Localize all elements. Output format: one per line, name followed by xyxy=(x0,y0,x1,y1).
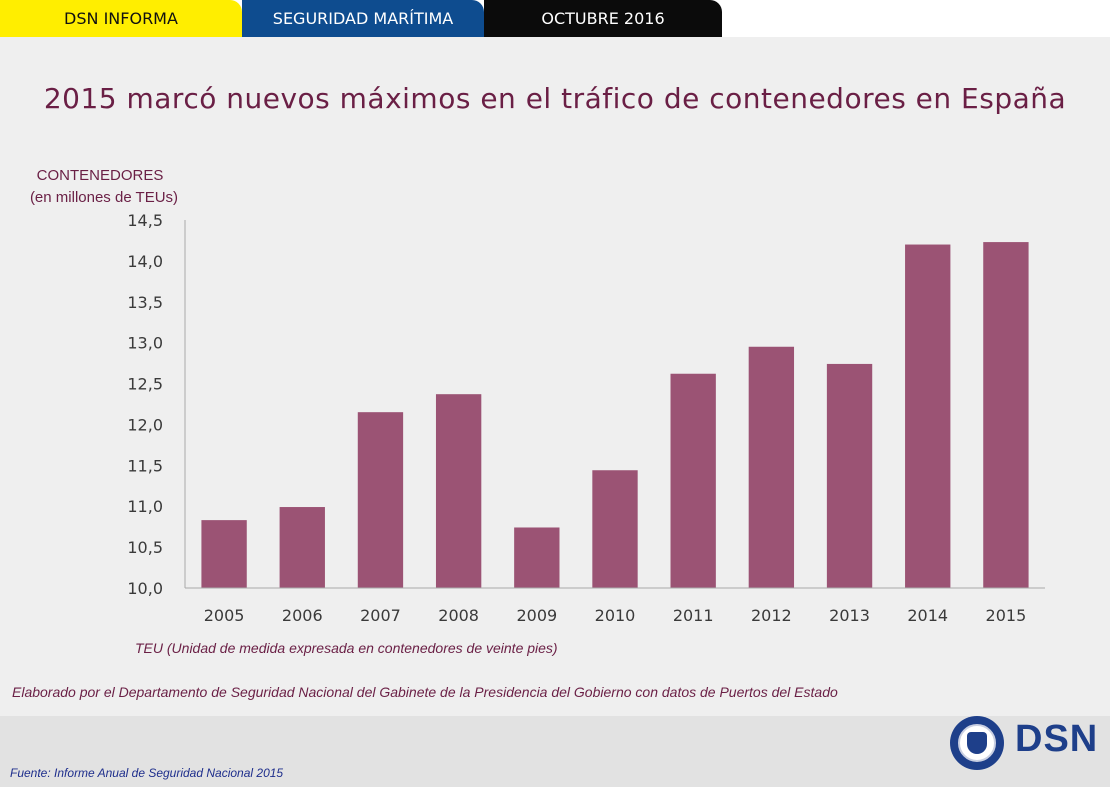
bar-2014 xyxy=(905,244,951,589)
source-prefix: Fuente: xyxy=(10,766,51,780)
x-tick-label-2012: 2012 xyxy=(751,606,792,625)
source-text: Informe Anual de Seguridad Nacional 2015 xyxy=(54,766,284,780)
bar-chart: CONTENEDORES (en millones de TEUs) 10,01… xyxy=(30,167,1045,625)
bar-2006 xyxy=(279,507,325,588)
y-axis-ticks: 10,0 10,5 11,0 11,5 12,0 12,5 13,0 13,5 14,0 14,5 xyxy=(127,211,163,598)
x-tick-label-2007: 2007 xyxy=(360,606,401,625)
y-tick-label: 12,0 xyxy=(127,415,163,434)
bar-2009 xyxy=(514,527,560,588)
bar-2015 xyxy=(983,242,1029,588)
tab-date: OCTUBRE 2016 xyxy=(484,0,722,37)
bars xyxy=(201,242,1029,589)
x-axis-ticks: 2005 2006 2007 2008 2009 2010 2011 2012 2013 2014… xyxy=(204,606,1027,625)
header-tabs: DSN INFORMA SEGURIDAD MARÍTIMA OCTUBRE 2… xyxy=(0,0,1110,37)
credit-note: Elaborado por el Departamento de Segurid… xyxy=(12,684,838,700)
x-tick-label-2011: 2011 xyxy=(673,606,714,625)
y-tick-label: 11,0 xyxy=(127,497,163,516)
y-tick-label: 13,0 xyxy=(127,334,163,353)
y-tick-label: 12,5 xyxy=(127,375,163,394)
x-tick-label-2010: 2010 xyxy=(595,606,636,625)
x-tick-label-2005: 2005 xyxy=(204,606,245,625)
bar-2010 xyxy=(592,470,638,588)
tab-dsn-informa: DSN INFORMA xyxy=(0,0,242,37)
y-tick-label: 14,0 xyxy=(127,252,163,271)
page-title: 2015 marcó nuevos máximos en el tráfico … xyxy=(43,82,1067,115)
dsn-logo: DSN xyxy=(1015,718,1099,760)
x-tick-label-2013: 2013 xyxy=(829,606,870,625)
y-tick-label: 14,5 xyxy=(127,211,163,230)
bar-2007 xyxy=(357,412,404,588)
bar-2011 xyxy=(670,373,716,588)
bar-2013 xyxy=(826,363,873,588)
source-line: Fuente: Informe Anual de Seguridad Nacio… xyxy=(10,766,283,780)
x-tick-label-2015: 2015 xyxy=(986,606,1027,625)
footer: Fuente: Informe Anual de Seguridad Nacio… xyxy=(0,716,1110,787)
x-tick-label-2009: 2009 xyxy=(516,606,557,625)
x-tick-label-2008: 2008 xyxy=(438,606,479,625)
y-axis-label-line2: (en millones de TEUs) xyxy=(30,189,178,206)
y-axis-label-line1: CONTENEDORES xyxy=(37,167,164,184)
tab-seguridad-maritima: SEGURIDAD MARÍTIMA xyxy=(242,0,484,37)
y-tick-label: 13,5 xyxy=(127,293,163,312)
teu-note: TEU (Unidad de medida expresada en conte… xyxy=(135,640,558,656)
y-tick-label: 10,5 xyxy=(127,538,163,557)
y-tick-label: 10,0 xyxy=(127,579,163,598)
bar-2012 xyxy=(748,346,795,588)
bar-2008 xyxy=(435,394,482,588)
x-tick-label-2006: 2006 xyxy=(282,606,323,625)
seal-icon xyxy=(950,716,1004,770)
x-tick-label-2014: 2014 xyxy=(907,606,948,625)
bar-2005 xyxy=(201,520,247,588)
y-tick-label: 11,5 xyxy=(127,456,163,475)
